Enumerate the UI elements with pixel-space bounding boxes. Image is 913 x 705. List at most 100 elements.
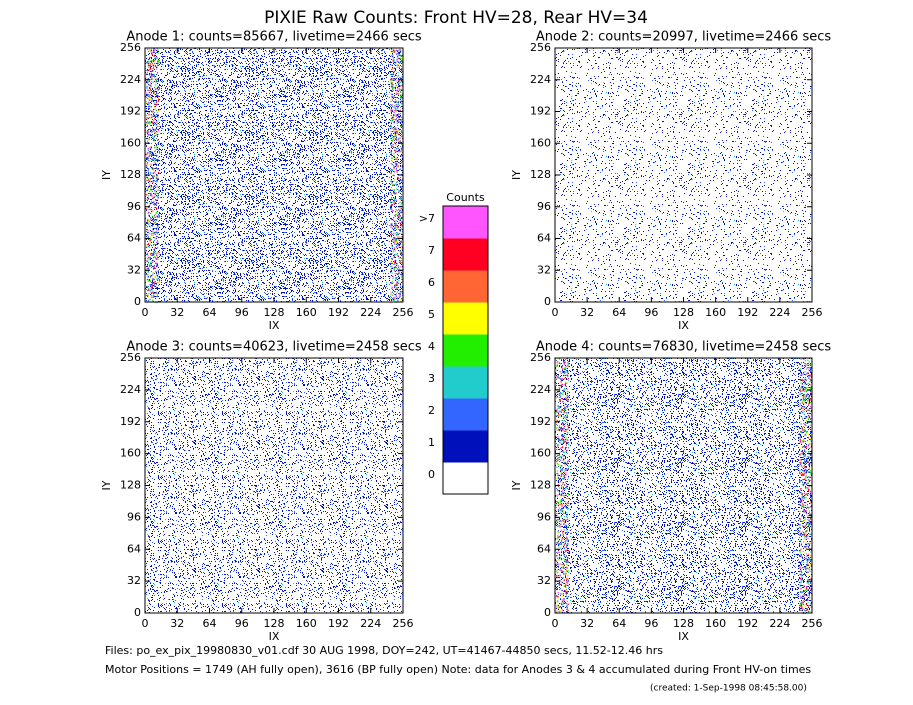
edge-dot	[151, 122, 154, 124]
y-tick-label: 192	[120, 105, 141, 118]
edge-dot	[156, 57, 158, 59]
edge-dot	[560, 472, 562, 474]
edge-dot	[148, 220, 150, 222]
edge-dot	[558, 458, 560, 460]
edge-dot	[567, 603, 570, 605]
edge-dot	[155, 292, 157, 295]
edge-dot	[556, 601, 558, 603]
edge-dot	[148, 74, 151, 76]
edge-dot	[394, 133, 396, 136]
edge-dot	[391, 162, 393, 165]
edge-dot	[146, 85, 148, 88]
edge-dot	[152, 274, 154, 276]
edge-dot	[149, 147, 151, 149]
edge-dot	[394, 284, 396, 286]
edge-dot	[392, 137, 395, 139]
edge-dot	[394, 266, 396, 268]
edge-dot	[559, 413, 561, 416]
edge-dot	[563, 564, 565, 566]
edge-dot	[565, 529, 567, 531]
edge-dot	[562, 585, 565, 587]
edge-dot	[157, 60, 159, 63]
edge-dot	[806, 530, 808, 532]
edge-dot	[401, 61, 404, 63]
edge-dot	[146, 152, 148, 154]
edge-dot	[149, 94, 151, 96]
edge-dot	[567, 561, 569, 563]
edge-dot	[157, 100, 160, 102]
edge-dot	[557, 509, 560, 511]
edge-dot	[557, 396, 559, 399]
edge-dot	[394, 51, 396, 53]
edge-dot	[563, 544, 565, 546]
edge-dot	[148, 292, 150, 295]
edge-dot	[149, 240, 151, 242]
edge-dot	[400, 57, 402, 60]
edge-dot	[556, 421, 558, 423]
edge-dot	[560, 581, 563, 583]
edge-dot	[559, 393, 561, 395]
edge-dot	[394, 109, 396, 112]
edge-dot	[391, 99, 393, 101]
edge-dot	[562, 534, 564, 537]
edge-dot	[563, 567, 565, 570]
edge-dot	[567, 397, 569, 399]
edge-dot	[397, 63, 400, 65]
edge-dot	[392, 288, 395, 290]
edge-dot	[152, 176, 154, 178]
edge-dot	[565, 537, 567, 539]
edge-dot	[397, 151, 400, 153]
edge-dot	[394, 213, 397, 216]
edge-dot	[392, 168, 394, 170]
edge-dot	[153, 74, 156, 76]
edge-dot	[153, 278, 155, 280]
edge-dot	[563, 427, 565, 429]
edge-dot	[392, 275, 394, 277]
edge-dot	[147, 219, 149, 221]
edge-dot	[146, 234, 149, 236]
edge-dot	[400, 221, 402, 224]
edge-dot	[396, 262, 398, 264]
edge-dot	[559, 468, 562, 470]
edge-dot	[558, 583, 560, 586]
edge-dot	[396, 281, 398, 283]
edge-dot	[567, 570, 569, 572]
edge-dot	[151, 111, 153, 113]
edge-dot	[397, 52, 399, 54]
edge-dot	[157, 282, 160, 284]
edge-dot	[150, 277, 152, 280]
edge-dot	[805, 417, 807, 419]
edge-dot	[557, 525, 559, 527]
edge-dot	[559, 447, 562, 450]
edge-dot	[394, 127, 396, 129]
edge-dot	[565, 571, 567, 573]
edge-dot	[562, 567, 564, 569]
edge-dot	[157, 225, 159, 227]
edge-dot	[564, 416, 566, 419]
edge-dot	[151, 52, 153, 54]
edge-dot	[149, 128, 151, 130]
edge-dot	[398, 162, 400, 164]
edge-dot	[152, 168, 154, 170]
edge-dot	[800, 500, 802, 502]
edge-dot	[561, 419, 563, 422]
edge-dot	[802, 379, 805, 382]
edge-dot	[807, 367, 809, 369]
edge-dot	[398, 296, 400, 298]
edge-dot	[561, 589, 563, 591]
edge-dot	[560, 549, 563, 551]
edge-dot	[398, 236, 400, 238]
edge-dot	[390, 224, 392, 227]
edge-dot	[566, 594, 568, 597]
edge-dot	[401, 165, 403, 167]
edge-dot	[398, 208, 400, 211]
edge-dot	[394, 263, 396, 265]
edge-dot	[156, 215, 158, 217]
edge-dot	[395, 62, 397, 64]
edge-dot	[556, 478, 558, 480]
edge-dot	[566, 543, 568, 546]
y-tick-label: 160	[120, 136, 141, 149]
edge-dot	[154, 213, 156, 215]
edge-dot	[390, 205, 392, 207]
